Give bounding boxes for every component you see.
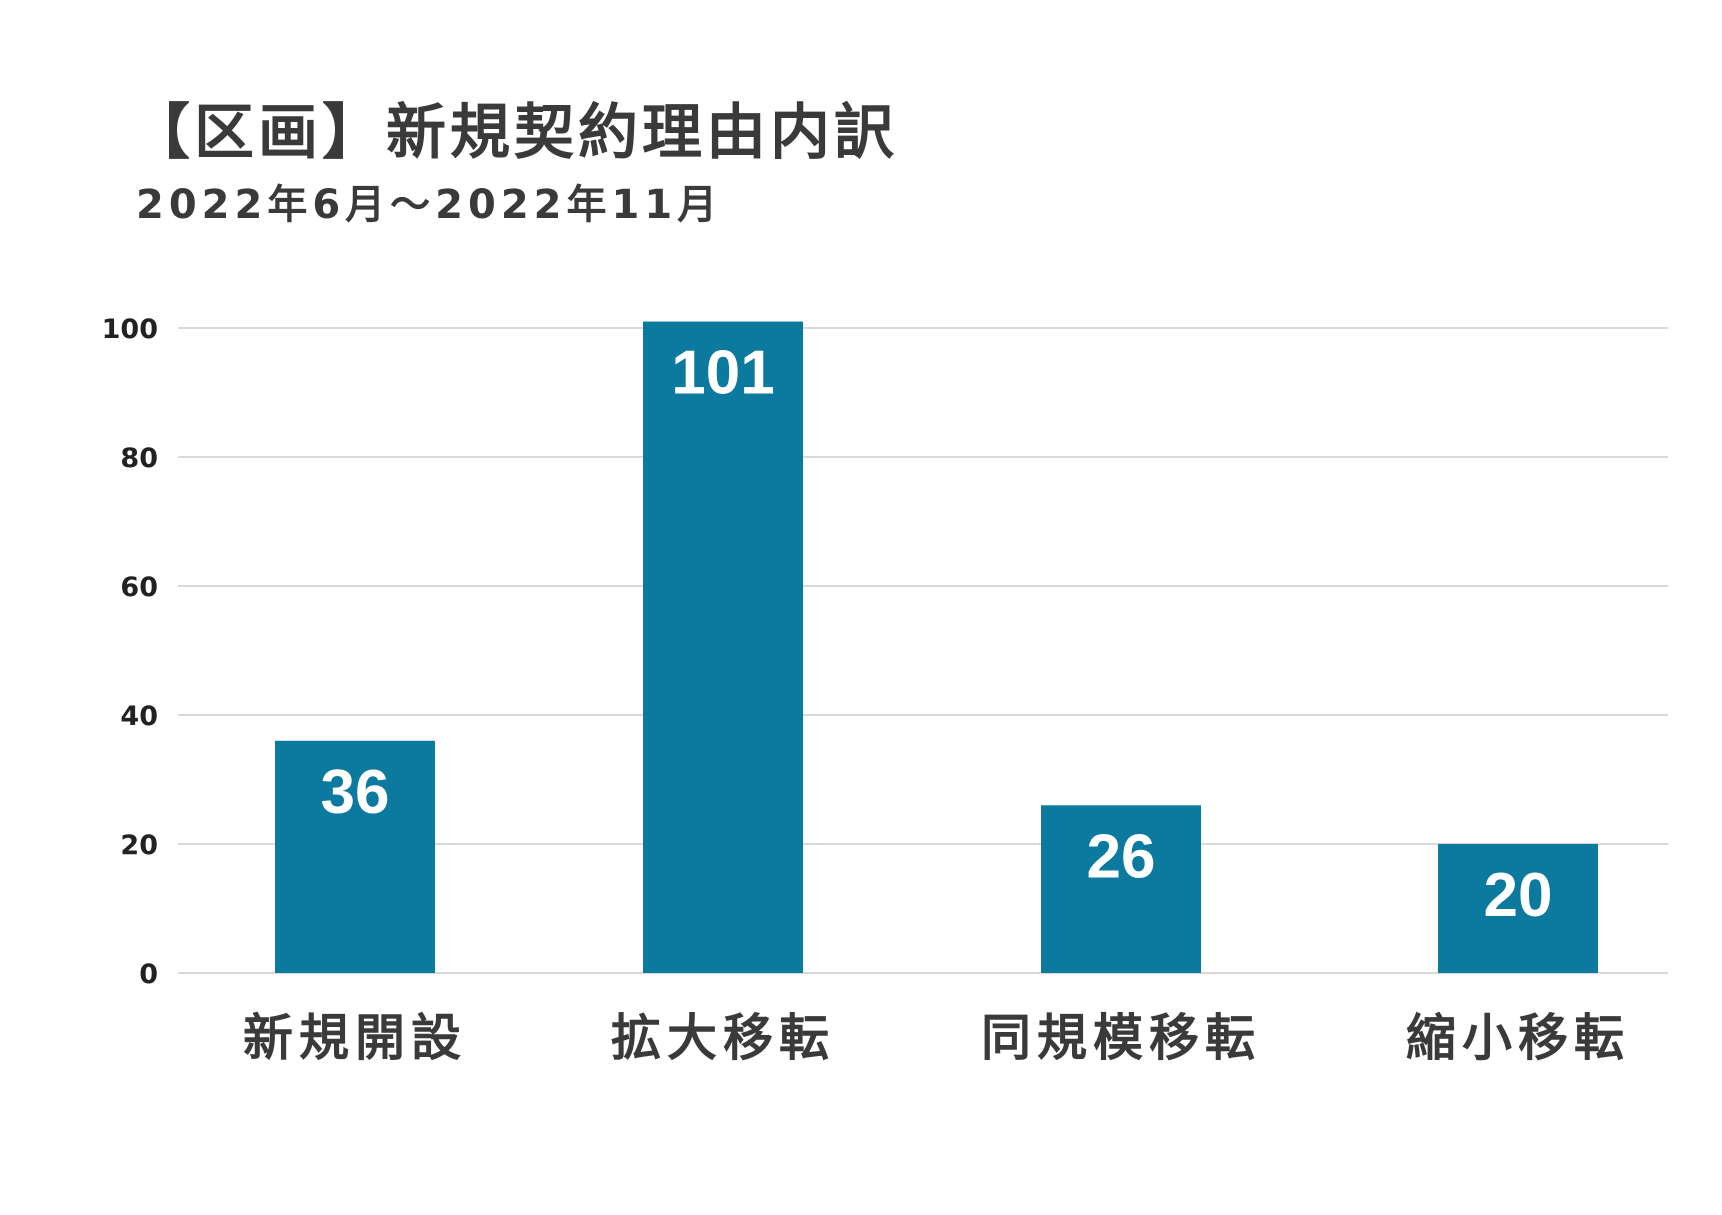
category-label: 拡大移転	[611, 1009, 835, 1067]
y-tick-label: 80	[120, 443, 158, 474]
y-tick-label: 60	[120, 572, 158, 603]
bar	[275, 740, 435, 973]
category-label: 新規開設	[243, 1009, 467, 1067]
y-tick-label: 20	[120, 830, 158, 861]
bar	[643, 321, 803, 973]
bar-value-label: 26	[1087, 822, 1156, 891]
bar-value-label: 20	[1484, 861, 1553, 930]
bar-value-label: 36	[321, 758, 390, 827]
bar	[1041, 805, 1201, 973]
chart-subtitle: 2022年6月～2022年11月	[136, 182, 723, 228]
category-label: 縮小移転	[1406, 1009, 1630, 1067]
bar	[1438, 844, 1598, 973]
y-tick-label: 40	[120, 701, 158, 732]
chart-title: 【区画】新規契約理由内訳	[130, 98, 898, 168]
y-tick-label: 100	[102, 314, 158, 345]
category-label: 同規模移転	[981, 1009, 1261, 1067]
y-tick-label: 0	[139, 959, 158, 990]
bar-value-label: 101	[671, 339, 774, 408]
